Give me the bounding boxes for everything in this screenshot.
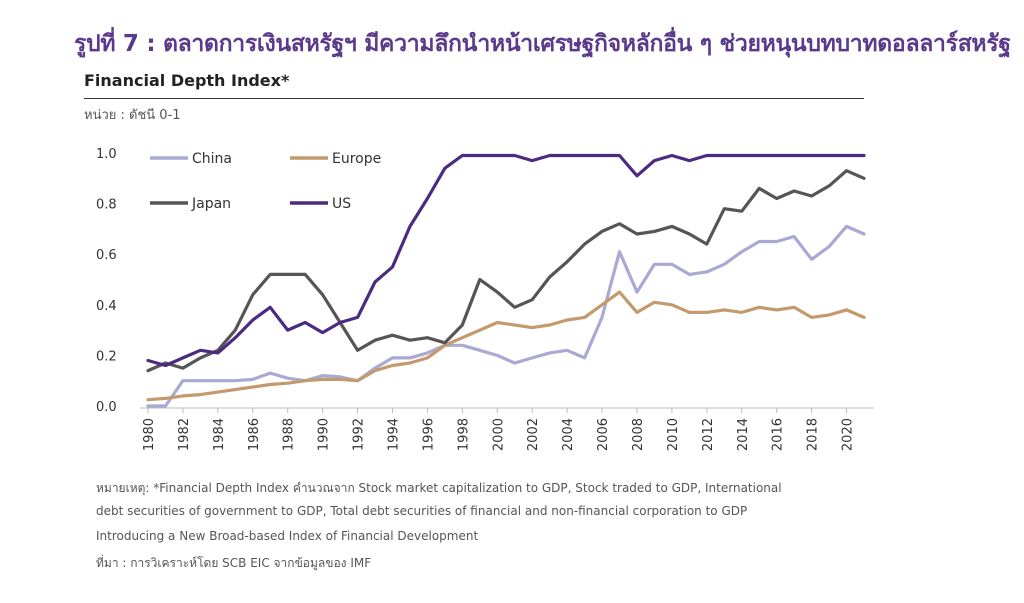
unit-label: หน่วย : ดัชนี 0-1	[84, 108, 181, 123]
series-line-china	[146, 224, 866, 408]
x-tick-label: 2012	[701, 418, 716, 451]
x-tick-label: 1998	[456, 418, 471, 451]
title-divider	[84, 98, 864, 99]
legend-label-europe: Europe	[332, 151, 381, 167]
x-tick-label: 2018	[806, 418, 821, 451]
x-tick-label: 2020	[841, 418, 856, 451]
x-tick-label: 1988	[282, 418, 297, 451]
y-tick-label: 0.2	[96, 349, 117, 364]
series-line-japan	[146, 169, 866, 373]
y-tick-label: 0.4	[96, 299, 117, 314]
legend-label-us: US	[332, 196, 351, 212]
x-tick-label: 1986	[247, 418, 262, 451]
legend-label-china: China	[192, 151, 232, 167]
y-tick-label: 0.0	[96, 400, 117, 415]
x-tick-label: 2000	[491, 418, 506, 451]
x-tick-label: 2006	[596, 418, 611, 451]
y-tick-label: 1.0	[96, 147, 117, 162]
x-tick-label: 1996	[421, 418, 436, 451]
x-tick-label: 1992	[352, 418, 367, 451]
x-tick-label: 1990	[317, 418, 332, 451]
y-tick-label: 0.8	[96, 198, 117, 213]
x-tick-label: 2014	[736, 418, 751, 451]
chart-title: Financial Depth Index*	[84, 71, 290, 90]
x-tick-label: 2002	[526, 418, 541, 451]
y-tick-label: 0.6	[96, 248, 117, 263]
x-tick-label: 1982	[177, 418, 192, 451]
series-line-europe	[146, 290, 866, 402]
x-tick-label: 1984	[212, 418, 227, 451]
series-line-us	[146, 153, 866, 368]
x-tick-label: 2010	[666, 418, 681, 451]
footnote-line-1: หมายเหตุ: *Financial Depth Index คำนวณจา…	[96, 481, 782, 495]
source-note: ที่มา : การวิเคราะห์โดย SCB EIC จากข้อมู…	[96, 556, 372, 570]
legend-label-japan: Japan	[191, 196, 231, 212]
figure-title: รูปที่ 7 : ตลาดการเงินสหรัฐฯ มีความลึกนำ…	[74, 31, 1011, 57]
footnote-line-2: debt securities of government to GDP, To…	[96, 504, 748, 518]
x-tick-label: 2004	[561, 418, 576, 451]
x-tick-label: 1994	[386, 418, 401, 451]
x-tick-label: 2016	[771, 418, 786, 451]
x-tick-label: 1980	[142, 418, 157, 451]
x-tick-label: 2008	[631, 418, 646, 451]
footnote-line-3: Introducing a New Broad-based Index of F…	[96, 529, 479, 543]
